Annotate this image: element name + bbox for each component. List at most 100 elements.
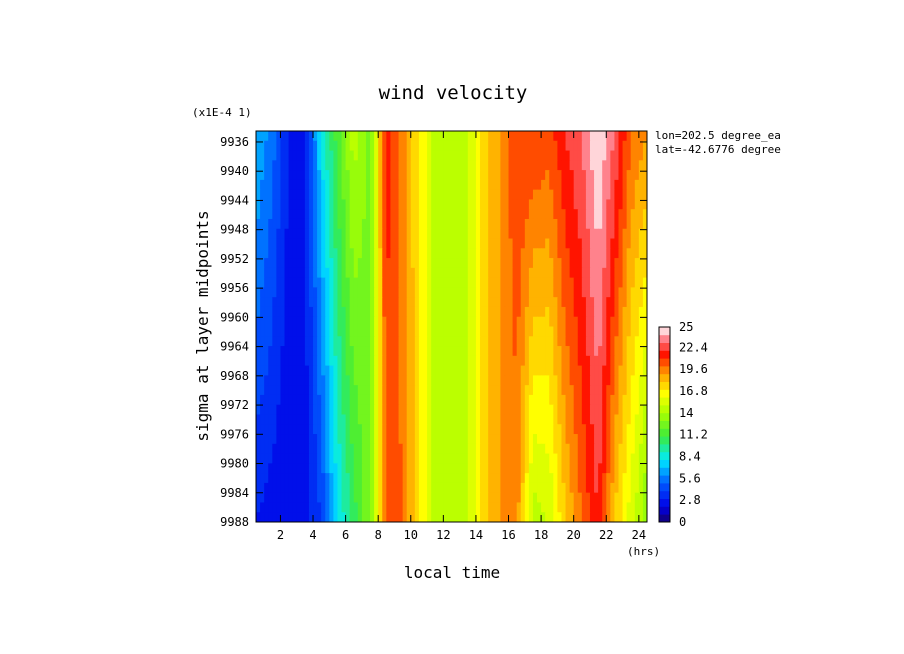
heatmap-cell	[524, 189, 530, 201]
heatmap-cell	[386, 209, 391, 220]
heatmap-cell	[484, 375, 489, 386]
heatmap-cell	[488, 170, 493, 181]
heatmap-cell	[439, 326, 444, 337]
heatmap-cell	[414, 434, 420, 445]
heatmap-cell	[496, 502, 501, 513]
heatmap-cell	[589, 277, 595, 288]
heatmap-cell	[463, 355, 469, 367]
heatmap-cell	[370, 140, 375, 152]
heatmap-cell	[357, 365, 363, 376]
heatmap-cell	[337, 394, 343, 406]
heatmap-cell	[272, 277, 277, 288]
heatmap-cell	[630, 189, 636, 201]
heatmap-cell	[264, 189, 269, 201]
heatmap-cell	[272, 463, 277, 474]
heatmap-cell	[304, 473, 310, 484]
heatmap-cell	[451, 258, 457, 269]
heatmap-cell	[585, 424, 591, 435]
heatmap-cell	[256, 473, 261, 484]
heatmap-cell	[508, 336, 514, 347]
heatmap-cell	[321, 482, 326, 494]
heatmap-cell	[541, 512, 546, 522]
heatmap-cell	[300, 218, 306, 230]
heatmap-cell	[394, 228, 400, 240]
heatmap-cell	[382, 218, 387, 230]
heatmap-cell	[508, 385, 514, 396]
heatmap-cell	[618, 218, 624, 230]
heatmap-cell	[524, 267, 530, 279]
heatmap-cell	[618, 434, 624, 445]
heatmap-cell	[292, 404, 298, 416]
heatmap-cell	[508, 355, 514, 367]
heatmap-cell	[610, 492, 616, 504]
heatmap-cell	[313, 170, 318, 181]
heatmap-cell	[390, 365, 396, 376]
heatmap-cell	[329, 502, 334, 513]
heatmap-cell	[308, 336, 314, 347]
heatmap-cell	[528, 365, 534, 376]
heatmap-cell	[634, 238, 640, 249]
heatmap-cell	[390, 306, 396, 318]
heatmap-cell	[333, 267, 339, 279]
heatmap-cell	[488, 228, 493, 240]
heatmap-cell	[561, 385, 567, 396]
heatmap-cell	[284, 179, 290, 191]
heatmap-cell	[484, 267, 489, 279]
heatmap-cell	[475, 228, 481, 240]
heatmap-cell	[516, 404, 522, 416]
heatmap-cell	[614, 150, 620, 161]
heatmap-cell	[488, 297, 493, 308]
heatmap-cell	[443, 209, 449, 220]
heatmap-cell	[422, 326, 428, 337]
heatmap-cell	[337, 131, 343, 142]
heatmap-cell	[537, 209, 542, 220]
heatmap-cell	[463, 394, 469, 406]
heatmap-cell	[256, 189, 261, 201]
heatmap-cell	[553, 453, 558, 464]
heatmap-cell	[353, 453, 359, 464]
heatmap-cell	[451, 228, 457, 240]
heatmap-cell	[443, 170, 449, 181]
heatmap-cell	[308, 512, 314, 522]
heatmap-cell	[431, 316, 436, 328]
heatmap-cell	[602, 385, 607, 396]
heatmap-cell	[427, 316, 432, 328]
heatmap-cell	[260, 443, 265, 455]
heatmap-cell	[410, 267, 416, 279]
heatmap-cell	[337, 189, 343, 201]
heatmap-cell	[341, 140, 347, 152]
heatmap-cell	[365, 473, 371, 484]
colorbar-label: 11.2	[679, 428, 708, 442]
heatmap-cell	[435, 424, 440, 435]
heatmap-cell	[512, 267, 518, 279]
heatmap-cell	[492, 238, 497, 249]
heatmap-cell	[573, 473, 579, 484]
heatmap-cell	[480, 453, 485, 464]
colorbar-swatch	[659, 428, 670, 437]
heatmap-cell	[500, 424, 506, 435]
heatmap-cell	[418, 355, 424, 367]
heatmap-cell	[374, 424, 379, 435]
heatmap-cell	[451, 218, 457, 230]
heatmap-cell	[353, 258, 359, 269]
heatmap-cell	[422, 258, 428, 269]
heatmap-cell	[378, 228, 383, 240]
heatmap-cell	[427, 267, 432, 279]
heatmap-cell	[553, 150, 558, 161]
heatmap-cell	[406, 209, 412, 220]
heatmap-cell	[382, 365, 387, 376]
heatmap-cell	[541, 404, 546, 416]
heatmap-cell	[357, 199, 363, 210]
heatmap-cell	[390, 140, 396, 152]
heatmap-cell	[480, 365, 485, 376]
heatmap-cell	[630, 355, 636, 367]
heatmap-cell	[573, 385, 579, 396]
heatmap-cell	[614, 179, 620, 191]
heatmap-cell	[516, 463, 522, 474]
heatmap-cell	[545, 199, 550, 210]
heatmap-cell	[427, 394, 432, 406]
heatmap-cell	[610, 297, 616, 308]
heatmap-cell	[463, 297, 469, 308]
heatmap-cell	[341, 394, 347, 406]
heatmap-cell	[268, 492, 273, 504]
